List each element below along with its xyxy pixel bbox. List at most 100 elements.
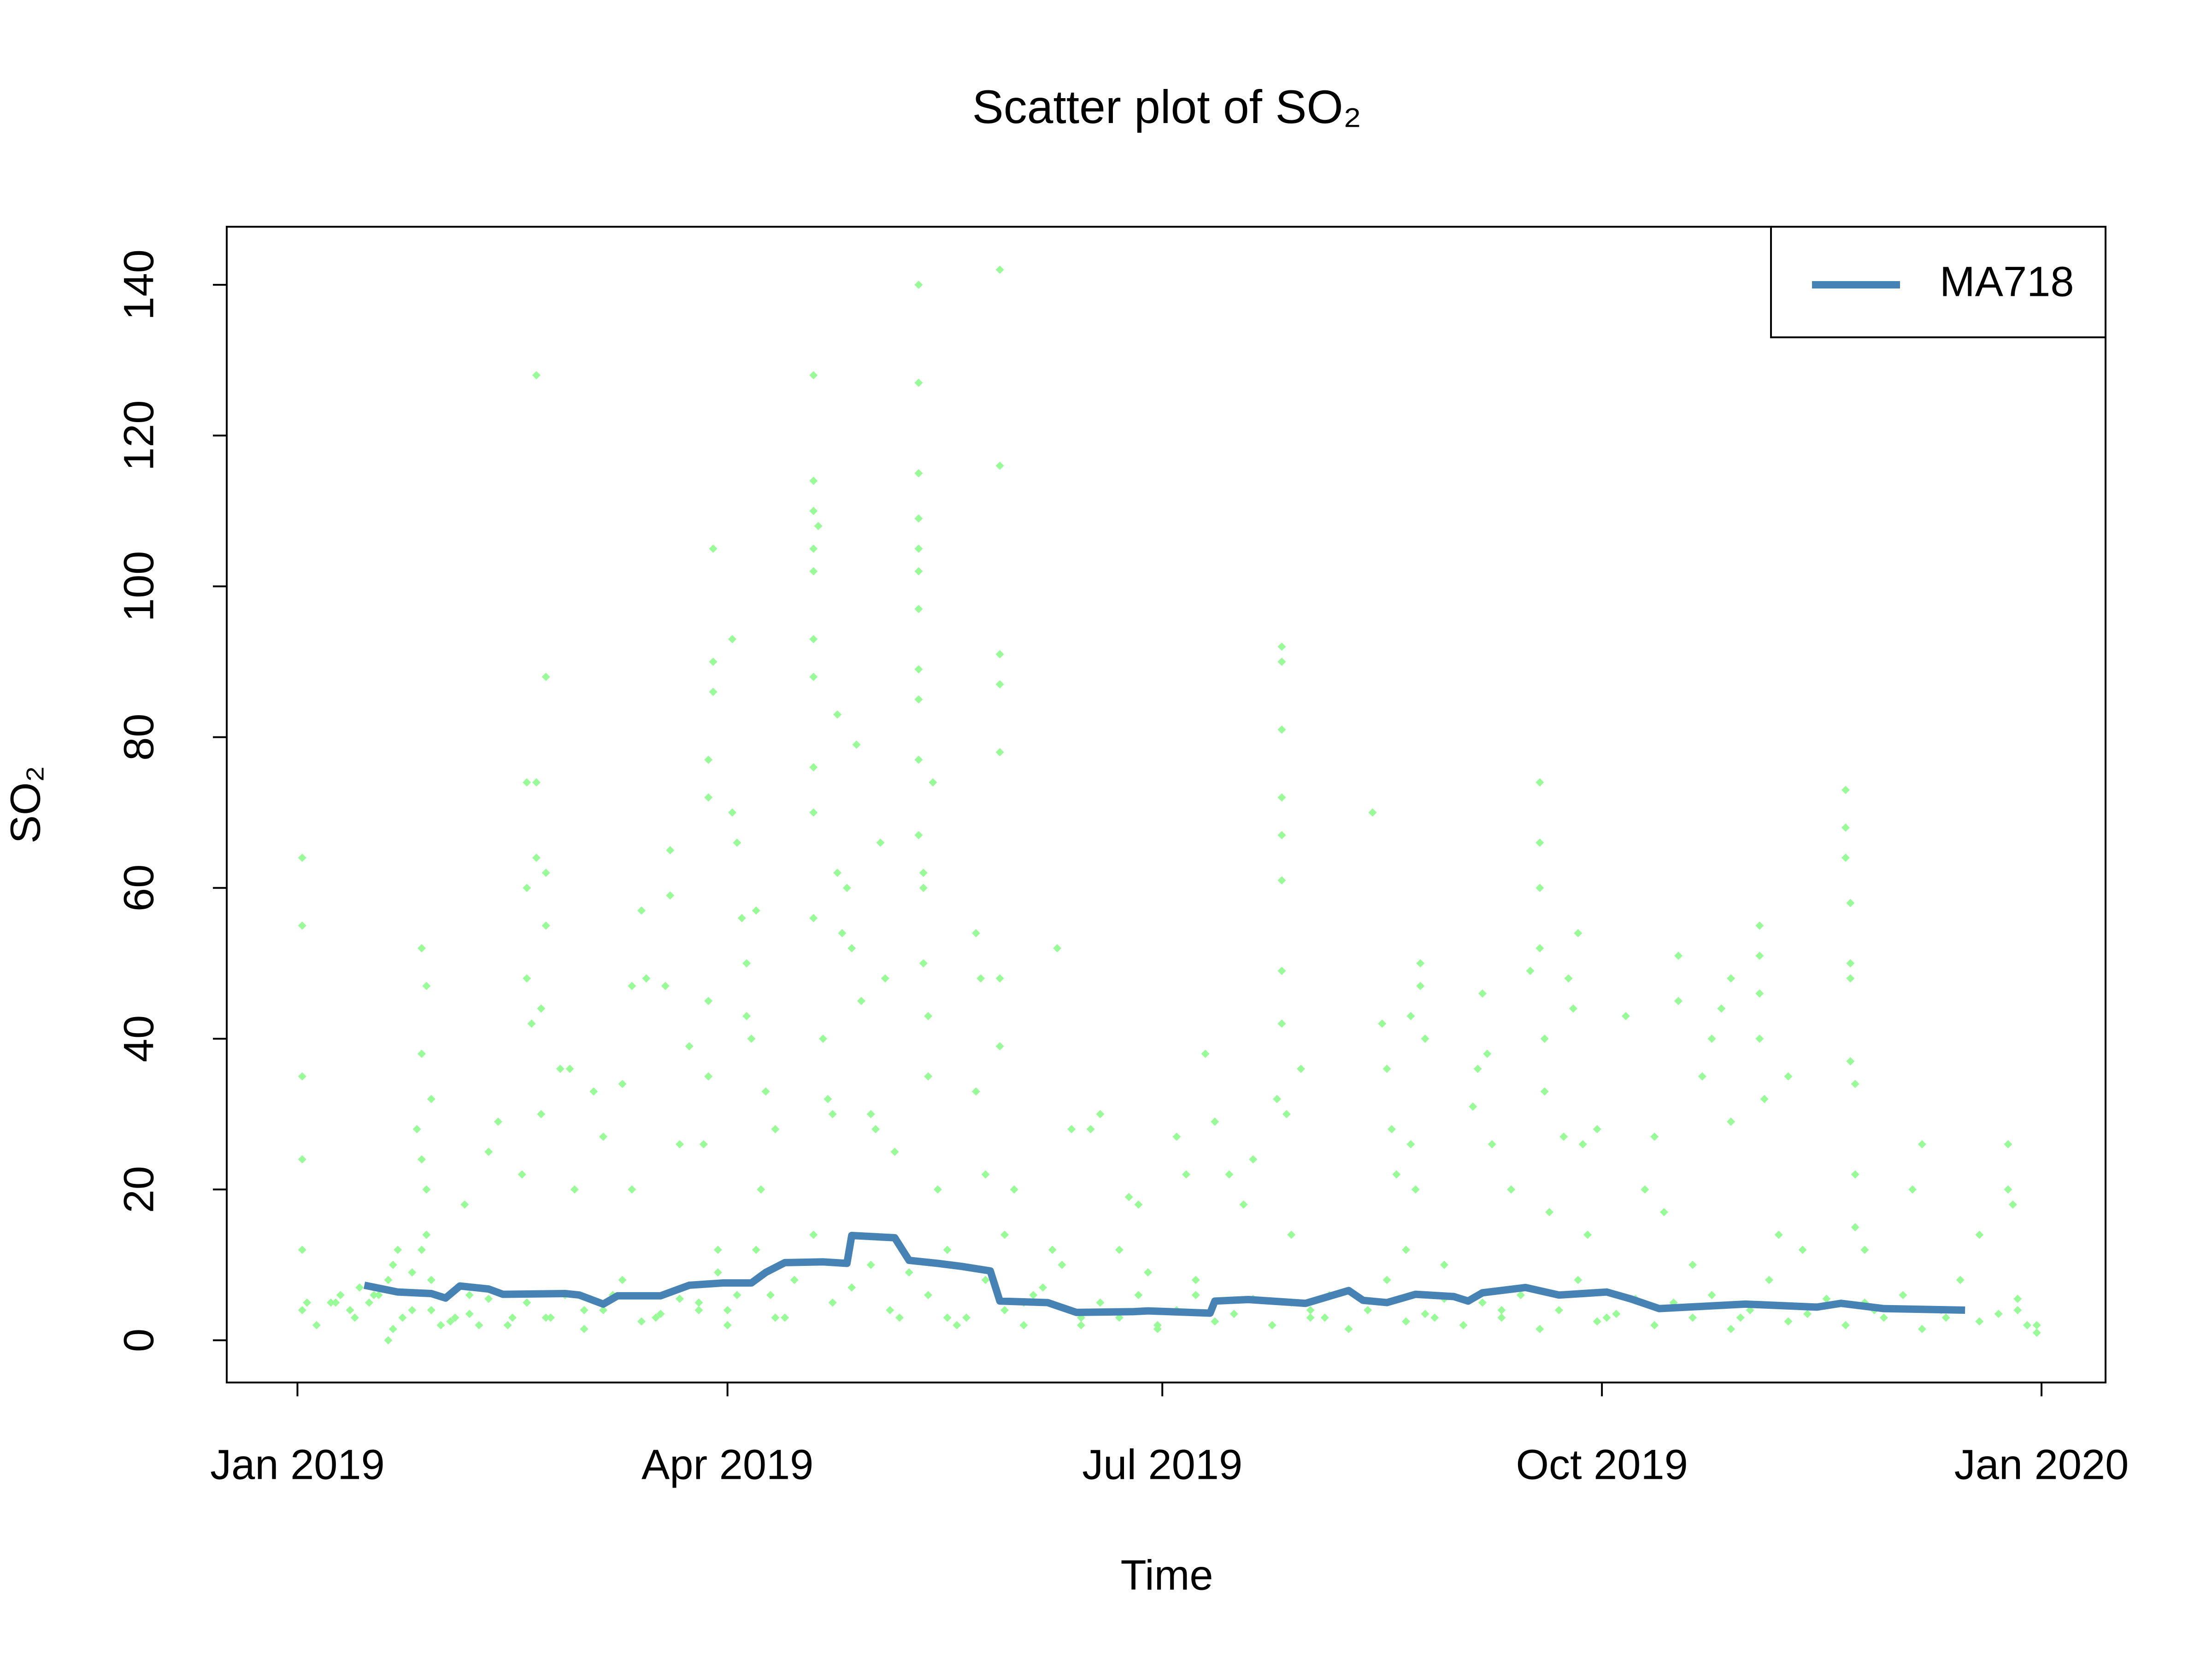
point <box>1727 974 1735 983</box>
point <box>1191 1276 1200 1284</box>
point <box>1851 1080 1859 1088</box>
point <box>1053 944 1062 953</box>
point <box>704 997 713 1006</box>
y-tick-label: 60 <box>115 865 162 912</box>
point <box>1602 1313 1611 1322</box>
point <box>298 921 306 930</box>
point <box>771 1125 780 1134</box>
point <box>1717 1004 1726 1013</box>
point <box>995 461 1004 470</box>
point <box>1249 1155 1258 1164</box>
point <box>771 1313 780 1322</box>
point <box>532 371 541 380</box>
point <box>1378 1019 1387 1028</box>
point <box>1392 1170 1401 1179</box>
point <box>1535 883 1544 892</box>
point <box>1535 838 1544 847</box>
point <box>914 755 923 764</box>
point <box>2004 1185 2012 1194</box>
point <box>418 1155 426 1164</box>
point <box>981 1276 990 1284</box>
point <box>427 1276 435 1284</box>
point <box>1282 1110 1291 1118</box>
point <box>661 982 670 990</box>
point <box>914 605 923 613</box>
point <box>298 1306 306 1314</box>
point <box>876 838 885 847</box>
point <box>1578 1140 1587 1149</box>
point <box>914 469 923 477</box>
point <box>1507 1185 1516 1194</box>
point <box>541 869 550 877</box>
point <box>1535 1324 1544 1333</box>
point <box>1755 1034 1764 1043</box>
point <box>1879 1313 1888 1322</box>
point <box>427 1306 435 1314</box>
point <box>1540 1034 1549 1043</box>
point <box>1402 1317 1411 1326</box>
point <box>1975 1317 1984 1326</box>
point <box>924 1012 933 1020</box>
point <box>547 1313 555 1322</box>
point <box>742 1012 751 1020</box>
point <box>422 1230 431 1239</box>
point <box>1430 1313 1439 1322</box>
point <box>446 1317 455 1326</box>
y-tick-label: 0 <box>115 1329 162 1352</box>
point <box>1402 1246 1411 1254</box>
point <box>1488 1140 1496 1149</box>
point <box>933 1185 942 1194</box>
point <box>388 1324 397 1333</box>
point <box>637 1317 646 1326</box>
point <box>1727 1117 1735 1126</box>
point <box>709 544 718 553</box>
point <box>1975 1230 1984 1239</box>
point <box>580 1306 588 1314</box>
point <box>1612 1310 1621 1318</box>
point <box>2032 1321 2041 1330</box>
point <box>685 1042 694 1051</box>
point <box>1497 1306 1506 1314</box>
point <box>1277 793 1286 802</box>
point <box>1908 1185 1917 1194</box>
point <box>518 1170 526 1179</box>
point <box>914 544 923 553</box>
point <box>1851 1223 1859 1231</box>
point <box>1545 1208 1554 1217</box>
point <box>1774 1230 1783 1239</box>
point <box>2004 1140 2012 1149</box>
y-tick-label: 100 <box>115 551 162 622</box>
point <box>699 1140 708 1149</box>
point <box>704 755 713 764</box>
point <box>475 1321 483 1330</box>
point <box>886 1306 894 1314</box>
point <box>1277 642 1286 651</box>
point <box>1096 1110 1105 1118</box>
point <box>723 1321 732 1330</box>
y-tick-label: 80 <box>115 713 162 760</box>
point <box>327 1298 335 1307</box>
point <box>508 1313 517 1322</box>
point <box>971 929 980 937</box>
point <box>422 1185 431 1194</box>
point <box>866 1110 875 1118</box>
point <box>336 1291 345 1300</box>
point <box>398 1313 407 1322</box>
point <box>919 869 928 877</box>
point <box>881 974 889 983</box>
point <box>523 778 531 787</box>
point <box>1421 1034 1430 1043</box>
point <box>737 914 746 923</box>
point <box>1554 1306 1563 1314</box>
point <box>809 808 818 817</box>
point <box>628 982 636 990</box>
point <box>2032 1329 2041 1337</box>
point <box>1048 1246 1057 1254</box>
moving-average-line <box>364 1231 1965 1317</box>
point <box>857 997 865 1006</box>
point <box>995 265 1004 274</box>
point <box>1191 1291 1200 1300</box>
point <box>847 944 856 953</box>
point <box>346 1306 354 1314</box>
plot-frame <box>226 226 2106 1383</box>
